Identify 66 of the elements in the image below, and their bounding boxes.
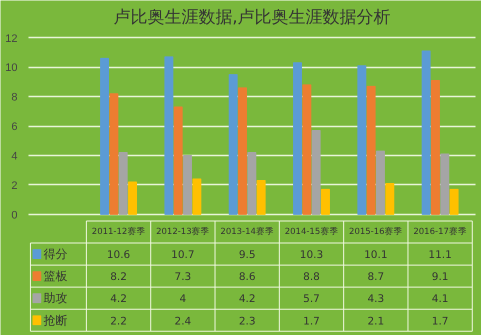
data-label: 10.7 — [171, 249, 195, 262]
data-label: 4.2 — [110, 293, 127, 306]
data-label: 10.1 — [364, 249, 388, 262]
x-tick-label: 2016-17赛季 — [413, 226, 467, 237]
y-tick-label: 8 — [11, 92, 18, 104]
x-tick-label: 2012-13赛季 — [156, 226, 210, 237]
data-label: 4.1 — [432, 293, 448, 306]
data-label: 8.2 — [110, 271, 127, 284]
data-label: 8.8 — [303, 271, 320, 284]
data-label: 1.7 — [303, 315, 320, 328]
bar — [228, 74, 238, 215]
data-label: 2.2 — [110, 315, 127, 328]
data-label: 5.7 — [303, 293, 320, 306]
legend-label: 得分 — [43, 247, 68, 262]
y-tick-label: 4 — [11, 150, 18, 162]
data-label: 8.7 — [367, 271, 384, 284]
x-tick-label: 2014-15赛季 — [284, 226, 338, 237]
bar — [431, 80, 440, 215]
legend-label: 助攻 — [43, 291, 68, 306]
bar — [440, 154, 450, 215]
bar — [450, 188, 459, 215]
data-label: 9.5 — [238, 249, 256, 262]
data-label: 4.3 — [367, 293, 384, 306]
data-label: 4.2 — [238, 293, 256, 306]
bar — [174, 106, 183, 215]
bar — [376, 150, 385, 215]
y-tick-label: 0 — [11, 209, 18, 222]
bar — [357, 65, 366, 215]
data-label: 2.1 — [367, 315, 384, 328]
bar — [366, 86, 376, 215]
bar — [128, 181, 137, 215]
bar — [183, 154, 192, 215]
bar — [100, 58, 110, 215]
bar — [385, 182, 394, 215]
data-label: 10.6 — [106, 249, 131, 262]
data-label: 8.6 — [238, 271, 256, 284]
legend-label: 篮板 — [43, 269, 68, 284]
legend-label: 抢断 — [43, 313, 68, 328]
bar — [422, 50, 431, 215]
y-tick-label: 2 — [11, 180, 18, 192]
y-tick-label: 12 — [5, 32, 18, 45]
data-label: 10.3 — [300, 249, 324, 262]
x-tick-label: 2011-12赛季 — [92, 226, 146, 237]
bar — [118, 152, 128, 215]
bar — [109, 93, 118, 215]
y-tick-label: 6 — [11, 121, 18, 134]
data-label: 9.1 — [432, 271, 448, 284]
data-label: 11.1 — [428, 249, 452, 262]
bar — [312, 130, 321, 215]
chart-title: 卢比奥生涯数据,卢比奥生涯数据分析 — [113, 8, 391, 28]
data-label: 2.4 — [174, 315, 192, 328]
bar — [238, 87, 247, 215]
data-label: 1.7 — [432, 315, 448, 328]
bar — [256, 180, 266, 215]
y-tick-label: 10 — [5, 62, 18, 74]
bar — [192, 178, 202, 215]
bar — [164, 56, 174, 215]
data-label: 7.3 — [174, 271, 192, 284]
x-tick-label: 2015-16赛季 — [349, 226, 403, 237]
data-label: 2.3 — [238, 315, 256, 328]
bar — [247, 152, 256, 215]
bar — [321, 188, 330, 215]
bar — [302, 84, 312, 215]
data-label: 4 — [180, 293, 187, 306]
x-tick-label: 2013-14赛季 — [220, 226, 274, 237]
bar — [293, 62, 302, 215]
